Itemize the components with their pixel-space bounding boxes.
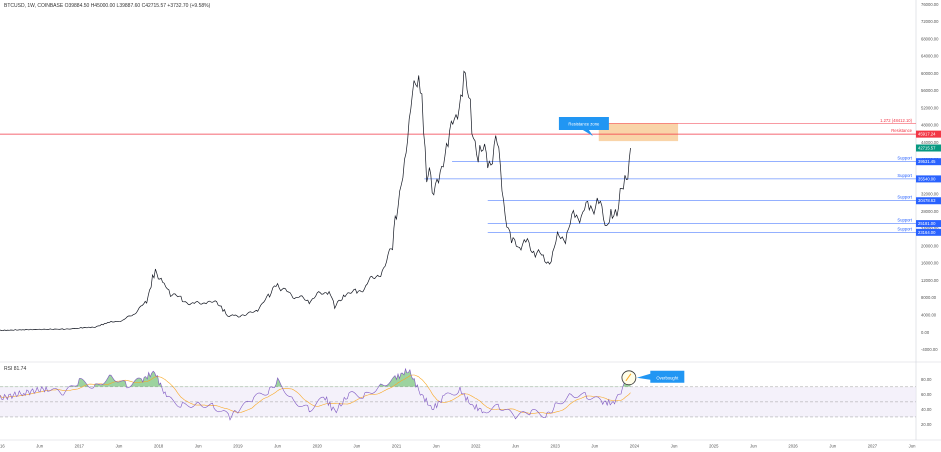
support-price-tag-text: 39531.45 <box>918 159 936 164</box>
support-price-tag <box>916 158 941 166</box>
time-axis-tick: Jun <box>750 444 757 449</box>
price-axis-tick: 20000.00 <box>921 243 939 248</box>
time-axis-tick: 2021 <box>392 444 402 449</box>
support-price-tag-text: 30478.63 <box>918 198 936 203</box>
time-axis-tick: Jun <box>354 444 361 449</box>
support-price-tag-text: 23164.00 <box>918 230 936 235</box>
support-label: Support <box>897 195 913 200</box>
time-axis-tick: Jun <box>116 444 123 449</box>
resistance-zone-callout <box>558 117 609 136</box>
rsi-axis-tick: 80.00 <box>921 377 932 382</box>
support-label: Support <box>897 173 913 178</box>
price-axis-tick: 56000.00 <box>921 88 939 93</box>
time-axis-tick: Jun <box>671 444 678 449</box>
support-label: Support <box>897 218 913 223</box>
price-axis-tick: 60000.00 <box>921 71 939 76</box>
time-axis-tick: 2016 <box>0 444 5 449</box>
price-axis-tick: -4000.00 <box>921 347 938 352</box>
price-axis-tick: 0.00 <box>921 330 930 335</box>
support-price-tag <box>916 197 941 205</box>
time-axis-tick: Jun <box>829 444 836 449</box>
price-axis-tick: 16000.00 <box>921 261 939 266</box>
price-axis-tick: 68000.00 <box>921 36 939 41</box>
rsi-axis-tick: 40.00 <box>921 407 932 412</box>
support-price-tag-text: 25181.00 <box>918 221 936 226</box>
support-price-tag <box>916 228 941 236</box>
support-price-tag <box>916 175 941 183</box>
time-axis-tick: 2019 <box>233 444 243 449</box>
time-axis-tick: Jun <box>36 444 43 449</box>
price-axis-tick: 24000.00 <box>921 226 939 231</box>
resistance-zone <box>598 123 679 142</box>
overbought-callout-text: Overbought <box>656 375 679 380</box>
symbol-header: BTCUSD, 1W, COINBASE O39884.50 H45000.00… <box>4 3 211 9</box>
time-axis-tick: 2023 <box>550 444 560 449</box>
current-price-tag-text: 42715.57 <box>918 146 936 151</box>
time-axis-tick: Jun <box>195 444 202 449</box>
time-axis-tick: Jun <box>274 444 281 449</box>
price-axis-tick: 64000.00 <box>921 54 939 59</box>
price-axis-tick: 32000.00 <box>921 192 939 197</box>
current-price-tag <box>916 144 941 152</box>
price-axis-tick: 76000.00 <box>921 2 939 7</box>
time-axis-tick: 2020 <box>313 444 323 449</box>
resistance-price-tag-text: 45917.24 <box>918 132 936 137</box>
rsi-axis-tick: 60.00 <box>921 392 932 397</box>
price-series-line <box>0 70 631 331</box>
fib-level-label: 1.272 (48412.10) <box>880 118 913 123</box>
time-axis-tick: Jun <box>909 444 916 449</box>
price-axis-tick: 4000.00 <box>921 313 937 318</box>
rsi-header: RSI 81.74 <box>4 366 27 372</box>
time-axis-tick: Jun <box>591 444 598 449</box>
time-axis-tick: 2018 <box>154 444 164 449</box>
time-axis-tick: 2024 <box>630 444 640 449</box>
time-axis-tick: 2022 <box>471 444 481 449</box>
time-axis-tick: 2027 <box>868 444 878 449</box>
overbought-marker-stroke <box>625 373 632 382</box>
price-axis-tick: 28000.00 <box>921 209 939 214</box>
resistance-label: Resistance <box>891 128 912 133</box>
time-axis-tick: Jun <box>512 444 519 449</box>
rsi-axis-tick: 20.00 <box>921 422 932 427</box>
support-price-tag-text: 35540.00 <box>918 176 936 181</box>
time-axis-tick: Jun <box>433 444 440 449</box>
support-label: Support <box>897 226 913 231</box>
time-axis-tick: 2017 <box>75 444 85 449</box>
rsi-line <box>0 367 631 421</box>
price-axis-tick: 72000.00 <box>921 19 939 24</box>
price-axis-tick: 48000.00 <box>921 123 939 128</box>
resistance-zone-callout-text: Resistance zone <box>568 122 600 127</box>
overbought-marker <box>621 370 637 386</box>
rsi-ma-line <box>0 374 631 414</box>
price-axis-tick: 44000.00 <box>921 140 939 145</box>
price-axis-tick: 12000.00 <box>921 278 939 283</box>
support-label: Support <box>897 156 913 161</box>
price-axis-tick: 8000.00 <box>921 295 937 300</box>
resistance-price-tag <box>916 130 941 138</box>
price-axis-tick: 52000.00 <box>921 105 939 110</box>
overbought-callout <box>636 370 685 383</box>
rsi-overbought-fill <box>0 368 631 387</box>
time-axis-tick: 2025 <box>709 444 719 449</box>
time-axis-tick: 2026 <box>788 444 798 449</box>
support-price-tag <box>916 220 941 228</box>
